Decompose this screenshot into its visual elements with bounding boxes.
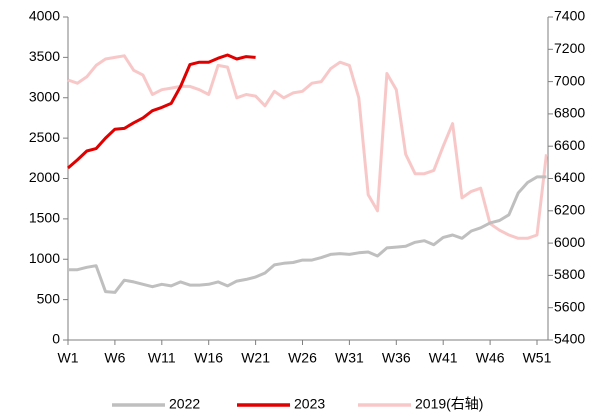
y-tick-label: 3000 [29, 88, 60, 104]
series-line [67, 54, 548, 240]
x-tick-label: W16 [194, 350, 223, 366]
y-tick-label: 1000 [29, 250, 60, 266]
x-tick-label: W46 [476, 350, 505, 366]
y2-tick-label: 5800 [554, 266, 585, 282]
x-tick-label: W6 [104, 350, 125, 366]
x-tick-label: W21 [241, 350, 270, 366]
y-tick-label: 2500 [29, 129, 60, 145]
y2-tick-label: 6400 [554, 169, 585, 185]
x-tick-label: W1 [58, 350, 79, 366]
y-tick-label: 500 [37, 290, 61, 306]
y2-tick-label: 6000 [554, 234, 585, 250]
x-tick-label: W31 [335, 350, 364, 366]
x-tick-label: W41 [429, 350, 458, 366]
series-line [67, 53, 256, 170]
y-tick-label: 0 [52, 331, 60, 347]
legend-label: 2022 [169, 396, 200, 412]
y-tick-label: 4000 [29, 8, 60, 24]
y-tick-label: 2000 [29, 169, 60, 185]
y2-tick-label: 5600 [554, 298, 585, 314]
y2-tick-label: 7200 [554, 40, 585, 56]
y2-tick-label: 6800 [554, 105, 585, 121]
x-tick-label: W51 [523, 350, 552, 366]
x-tick-label: W36 [382, 350, 411, 366]
y-tick-label: 1500 [29, 210, 60, 226]
legend-label: 2019(右轴) [415, 396, 483, 412]
y2-tick-label: 7400 [554, 8, 585, 24]
series-line [68, 175, 547, 294]
y2-tick-label: 6600 [554, 137, 585, 153]
y2-tick-label: 7000 [554, 72, 585, 88]
y2-tick-label: 5400 [554, 331, 585, 347]
legend-label: 2023 [294, 396, 325, 412]
x-tick-label: W26 [288, 350, 317, 366]
y2-tick-label: 6200 [554, 202, 585, 218]
x-tick-label: W11 [148, 350, 176, 366]
y-tick-label: 3500 [29, 48, 60, 64]
